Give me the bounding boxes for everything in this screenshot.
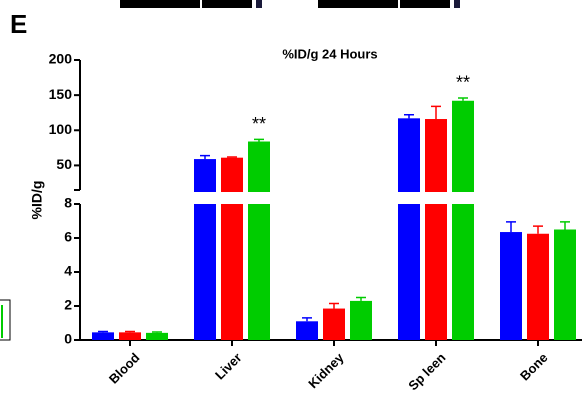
bar: [350, 301, 372, 340]
bar: [527, 234, 549, 340]
bar-lower: [194, 204, 216, 340]
error-bar: [356, 298, 366, 301]
error-bar: [404, 115, 414, 119]
y-tick-label: 2: [64, 297, 72, 313]
bar-upper: [398, 118, 420, 192]
y-tick-label: 100: [49, 121, 73, 137]
figure: E %ID/g 24 Hours %ID/g 0 2 4 6 8 50 100 150 200 B…: [0, 0, 582, 401]
y-axis-label: %ID/g: [29, 181, 45, 220]
chart-title: %ID/g 24 Hours: [282, 46, 377, 61]
bar-lower: [425, 204, 447, 340]
bar-lower: [398, 204, 420, 340]
error-bar: [560, 222, 570, 230]
panel-label: E: [10, 9, 27, 39]
y-tick-label: 6: [64, 229, 72, 245]
image-strip: [454, 0, 460, 8]
image-strip: [120, 0, 200, 8]
significance-mark: **: [252, 114, 266, 134]
error-bar: [329, 303, 339, 308]
bar: [119, 332, 141, 340]
bar: [554, 230, 576, 341]
y-tick-label: 50: [56, 156, 72, 172]
bar-upper: [452, 101, 474, 192]
bar: [146, 333, 168, 340]
y-tick-label: 150: [49, 86, 73, 102]
error-bar: [431, 106, 441, 119]
y-tick-label: 200: [49, 51, 73, 67]
bar-lower: [452, 204, 474, 340]
bar: [92, 332, 114, 340]
bar-lower: [248, 204, 270, 340]
error-bar: [227, 157, 237, 158]
image-strip: [318, 0, 398, 8]
bar-upper: [248, 142, 270, 192]
error-bar: [533, 226, 543, 234]
error-bar: [254, 139, 264, 141]
error-bar: [458, 98, 468, 101]
bar: [323, 309, 345, 340]
error-bar: [506, 222, 516, 232]
y-tick-label: 0: [64, 331, 72, 347]
x-tick-label: Blood: [106, 350, 143, 387]
x-tick-label: Sp leen: [405, 350, 448, 393]
error-bar: [152, 332, 162, 333]
x-tick-label: Liver: [212, 350, 245, 383]
error-bar: [302, 318, 312, 321]
bar-upper: [194, 159, 216, 192]
bar-upper: [425, 119, 447, 192]
y-tick-label: 8: [64, 195, 72, 211]
error-bar: [200, 156, 210, 160]
x-tick-label: Bone: [517, 350, 551, 384]
y-tick-label: 4: [64, 263, 72, 279]
image-strip: [256, 0, 262, 8]
bar-lower: [221, 204, 243, 340]
bar: [500, 232, 522, 340]
significance-mark: **: [456, 73, 470, 93]
image-strip: [400, 0, 450, 8]
bar-upper: [221, 158, 243, 192]
x-tick-label: Kidney: [305, 349, 347, 391]
bar: [296, 321, 318, 340]
error-bar: [98, 332, 108, 333]
error-bar: [125, 332, 135, 333]
image-strip: [202, 0, 252, 8]
